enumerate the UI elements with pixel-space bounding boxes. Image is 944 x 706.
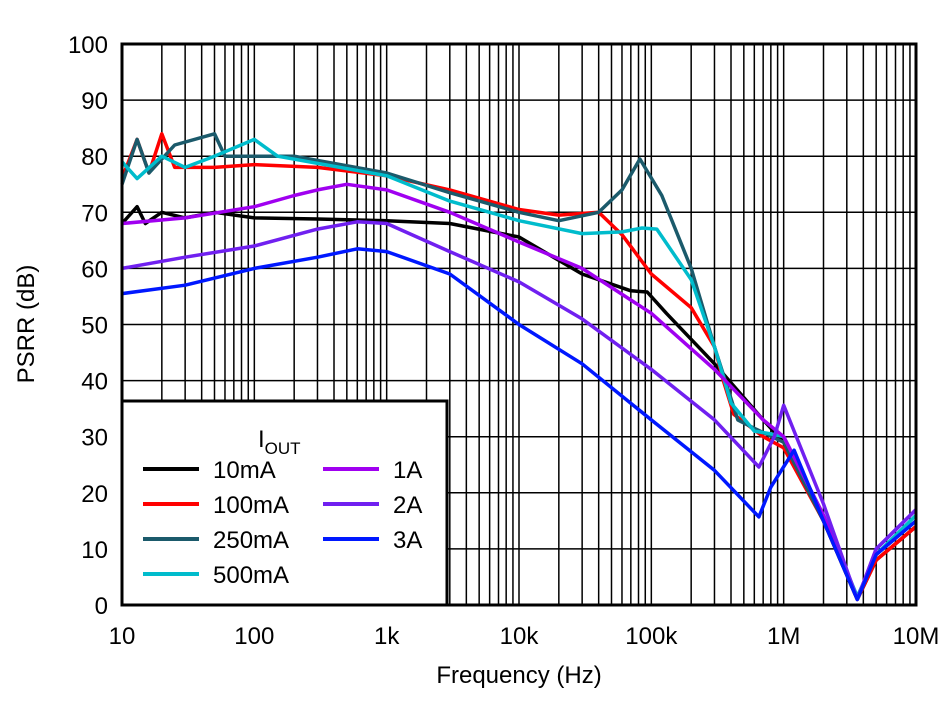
- series-line-1A: [121, 182, 918, 602]
- x-tick-label: 10: [109, 623, 136, 650]
- y-tick-label: 90: [81, 88, 108, 115]
- y-tick-label: 40: [81, 369, 108, 396]
- plot-frame: [120, 42, 918, 607]
- y-tick-labels: 0 10 20 30 40 50 60 70 80 90 100: [68, 32, 108, 620]
- x-tick-labels: 10 100 1k 10k 100k 1M 10M: [109, 623, 940, 650]
- x-tick-label: 1M: [767, 623, 800, 650]
- series-line-250mA: [120, 132, 918, 602]
- x-tick-label: 10M: [893, 623, 940, 650]
- legend-label-1A: 1A: [393, 457, 422, 484]
- legend: IOUT 10mA 100mA 250mA 500mA 1A 2A 3A: [120, 399, 449, 607]
- legend-label-250mA: 250mA: [213, 527, 289, 554]
- legend-label-500mA: 500mA: [213, 562, 289, 589]
- x-tick-label: 100k: [625, 623, 678, 650]
- series-lines: [120, 132, 918, 602]
- legend-title: IOUT: [258, 426, 301, 458]
- y-tick-label: 100: [68, 32, 108, 59]
- y-tick-label: 50: [81, 313, 108, 340]
- y-tick-label: 30: [81, 425, 108, 452]
- legend-label-100mA: 100mA: [213, 492, 289, 519]
- y-tick-label: 60: [81, 256, 108, 283]
- y-tick-label: 10: [81, 537, 108, 564]
- x-tick-label: 1k: [374, 623, 400, 650]
- series-line-3A: [121, 247, 918, 602]
- legend-label-10mA: 10mA: [213, 457, 276, 484]
- y-tick-label: 20: [81, 481, 108, 508]
- y-axis-label: PSRR (dB): [13, 265, 40, 384]
- series-line-2A: [121, 220, 918, 602]
- y-tick-label: 70: [81, 200, 108, 227]
- x-axis-label: Frequency (Hz): [436, 662, 601, 689]
- x-tick-label: 10k: [500, 623, 540, 650]
- legend-label-2A: 2A: [393, 492, 422, 519]
- y-tick-label: 0: [95, 593, 108, 620]
- y-tick-label: 80: [81, 144, 108, 171]
- legend-label-3A: 3A: [393, 527, 422, 554]
- x-tick-label: 100: [234, 623, 274, 650]
